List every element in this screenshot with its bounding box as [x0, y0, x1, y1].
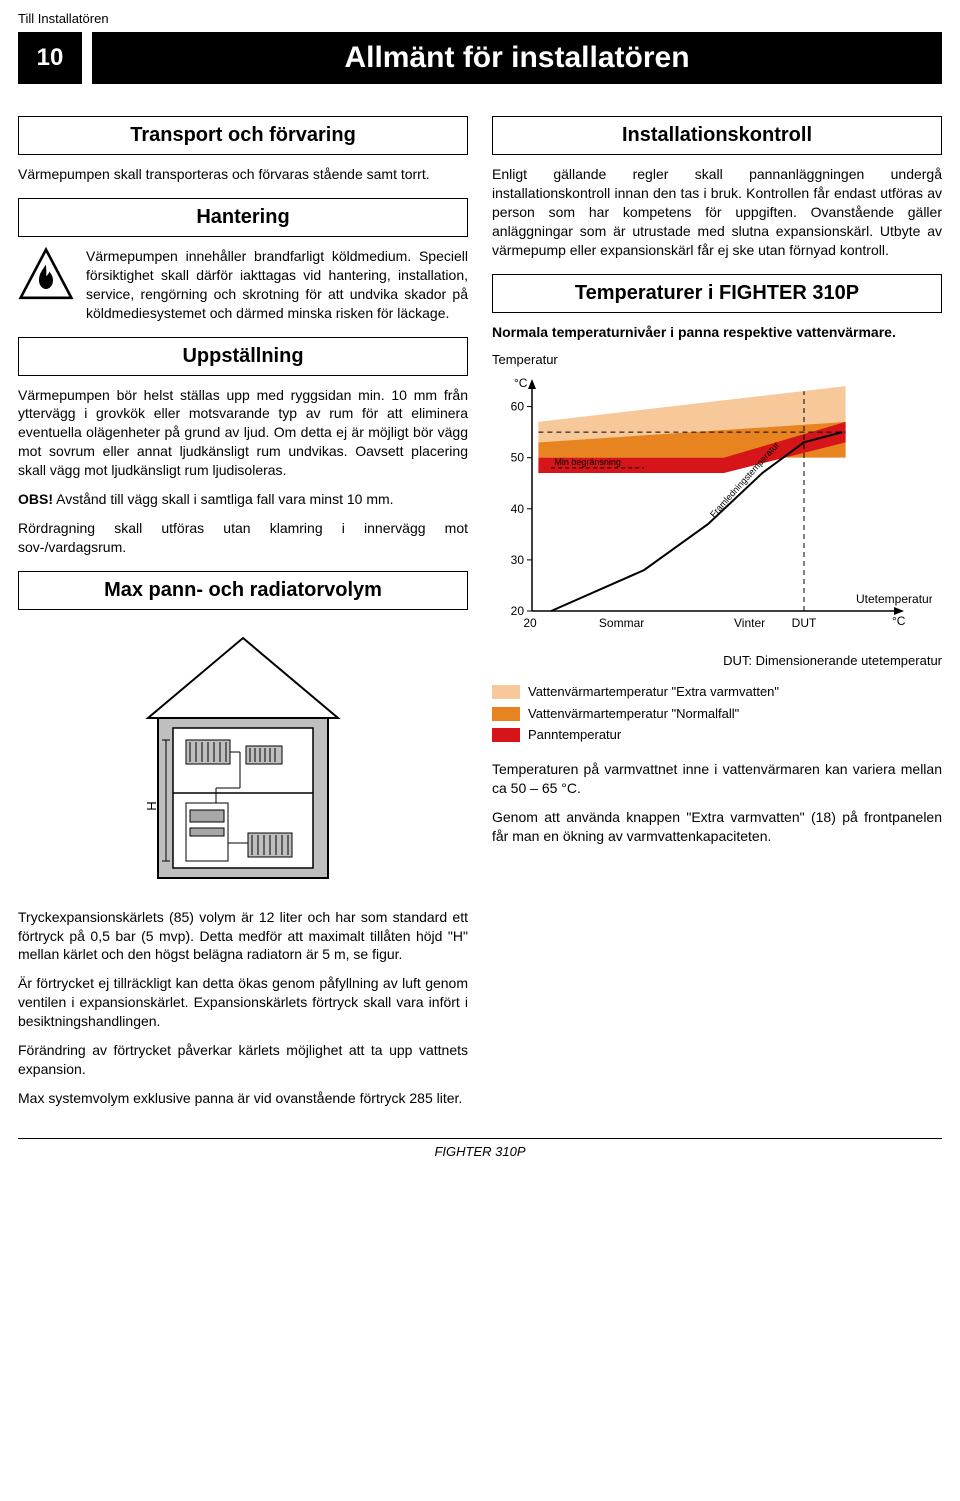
svg-text:20: 20	[523, 616, 537, 630]
obs-label: OBS!	[18, 491, 53, 507]
house-h-label: H	[144, 801, 159, 810]
transport-p1: Värmepumpen skall transporteras och förv…	[18, 165, 468, 184]
uppstallning-p2-text: Avstånd till vägg skall i samtliga fall …	[53, 491, 394, 507]
left-column: Transport och förvaring Värmepumpen skal…	[18, 102, 468, 1118]
svg-text:Sommar: Sommar	[599, 616, 644, 630]
svg-text:DUT: DUT	[792, 616, 817, 630]
uppstallning-p3: Rördragning skall utföras utan klamring …	[18, 519, 468, 557]
svg-text:50: 50	[511, 451, 525, 465]
page-header: 10 Allmänt för installatören	[18, 32, 942, 85]
svg-text:Vinter: Vinter	[734, 616, 765, 630]
legend-row: Panntemperatur	[492, 726, 942, 744]
chart-title: Temperatur	[492, 351, 942, 369]
page-title: Allmänt för installatören	[92, 32, 942, 85]
maxpann-p1: Tryckexpansionskärlets (85) volym är 12 …	[18, 908, 468, 965]
top-label: Till Installatören	[18, 10, 942, 28]
svg-text:60: 60	[511, 399, 525, 413]
section-transport-head: Transport och förvaring	[18, 116, 468, 155]
svg-text:Utetemperatur: Utetemperatur	[856, 592, 932, 606]
section-maxpann-head: Max pann- och radiatorvolym	[18, 571, 468, 610]
temperaturer-p3: Genom att använda knappen "Extra varmvat…	[492, 808, 942, 846]
hantering-p1: Värmepumpen innehåller brandfarligt köld…	[86, 247, 468, 323]
svg-text:°C: °C	[514, 376, 528, 390]
svg-text:40: 40	[511, 502, 525, 516]
uppstallning-p1: Värmepumpen bör helst ställas upp med ry…	[18, 386, 468, 480]
legend-label: Vattenvärmartemperatur "Normalfall"	[528, 705, 739, 723]
legend-swatch	[492, 707, 520, 721]
svg-text:20: 20	[511, 604, 525, 618]
temperaturer-p1: Normala temperaturnivåer i panna respekt…	[492, 323, 942, 342]
flammable-warning-icon	[18, 247, 74, 308]
maxpann-p2: Är förtrycket ej tillräckligt kan detta …	[18, 974, 468, 1031]
legend-row: Vattenvärmartemperatur "Extra varmvatten…	[492, 683, 942, 701]
house-diagram: H	[18, 628, 468, 888]
legend-swatch	[492, 685, 520, 699]
legend-row: Vattenvärmartemperatur "Normalfall"	[492, 705, 942, 723]
temperaturer-p2: Temperaturen på varmvattnet inne i vatte…	[492, 760, 942, 798]
temperature-chart: Temperatur Min begränsningFramledningste…	[492, 351, 942, 744]
maxpann-p4: Max systemvolym exklusive panna är vid o…	[18, 1089, 468, 1108]
section-uppstallning-head: Uppställning	[18, 337, 468, 376]
maxpann-p3: Förändring av förtrycket påverkar kärlet…	[18, 1041, 468, 1079]
installkontroll-p1: Enligt gällande regler skall pannanläggn…	[492, 165, 942, 259]
svg-text:°C: °C	[892, 614, 906, 628]
svg-text:30: 30	[511, 553, 525, 567]
legend-label: Panntemperatur	[528, 726, 621, 744]
dut-note: DUT: Dimensionerande utetemperatur	[492, 652, 942, 670]
right-column: Installationskontroll Enligt gällande re…	[492, 102, 942, 1118]
chart-legend: Vattenvärmartemperatur "Extra varmvatten…	[492, 683, 942, 744]
footer-model: FIGHTER 310P	[18, 1138, 942, 1161]
section-temperaturer-head: Temperaturer i FIGHTER 310P	[492, 274, 942, 313]
svg-text:Min begränsning: Min begränsning	[554, 457, 621, 467]
uppstallning-p2: OBS! Avstånd till vägg skall i samtliga …	[18, 490, 468, 509]
page-number-box: 10	[18, 32, 82, 85]
legend-label: Vattenvärmartemperatur "Extra varmvatten…	[528, 683, 779, 701]
section-hantering-head: Hantering	[18, 198, 468, 237]
section-installkontroll-head: Installationskontroll	[492, 116, 942, 155]
legend-swatch	[492, 728, 520, 742]
